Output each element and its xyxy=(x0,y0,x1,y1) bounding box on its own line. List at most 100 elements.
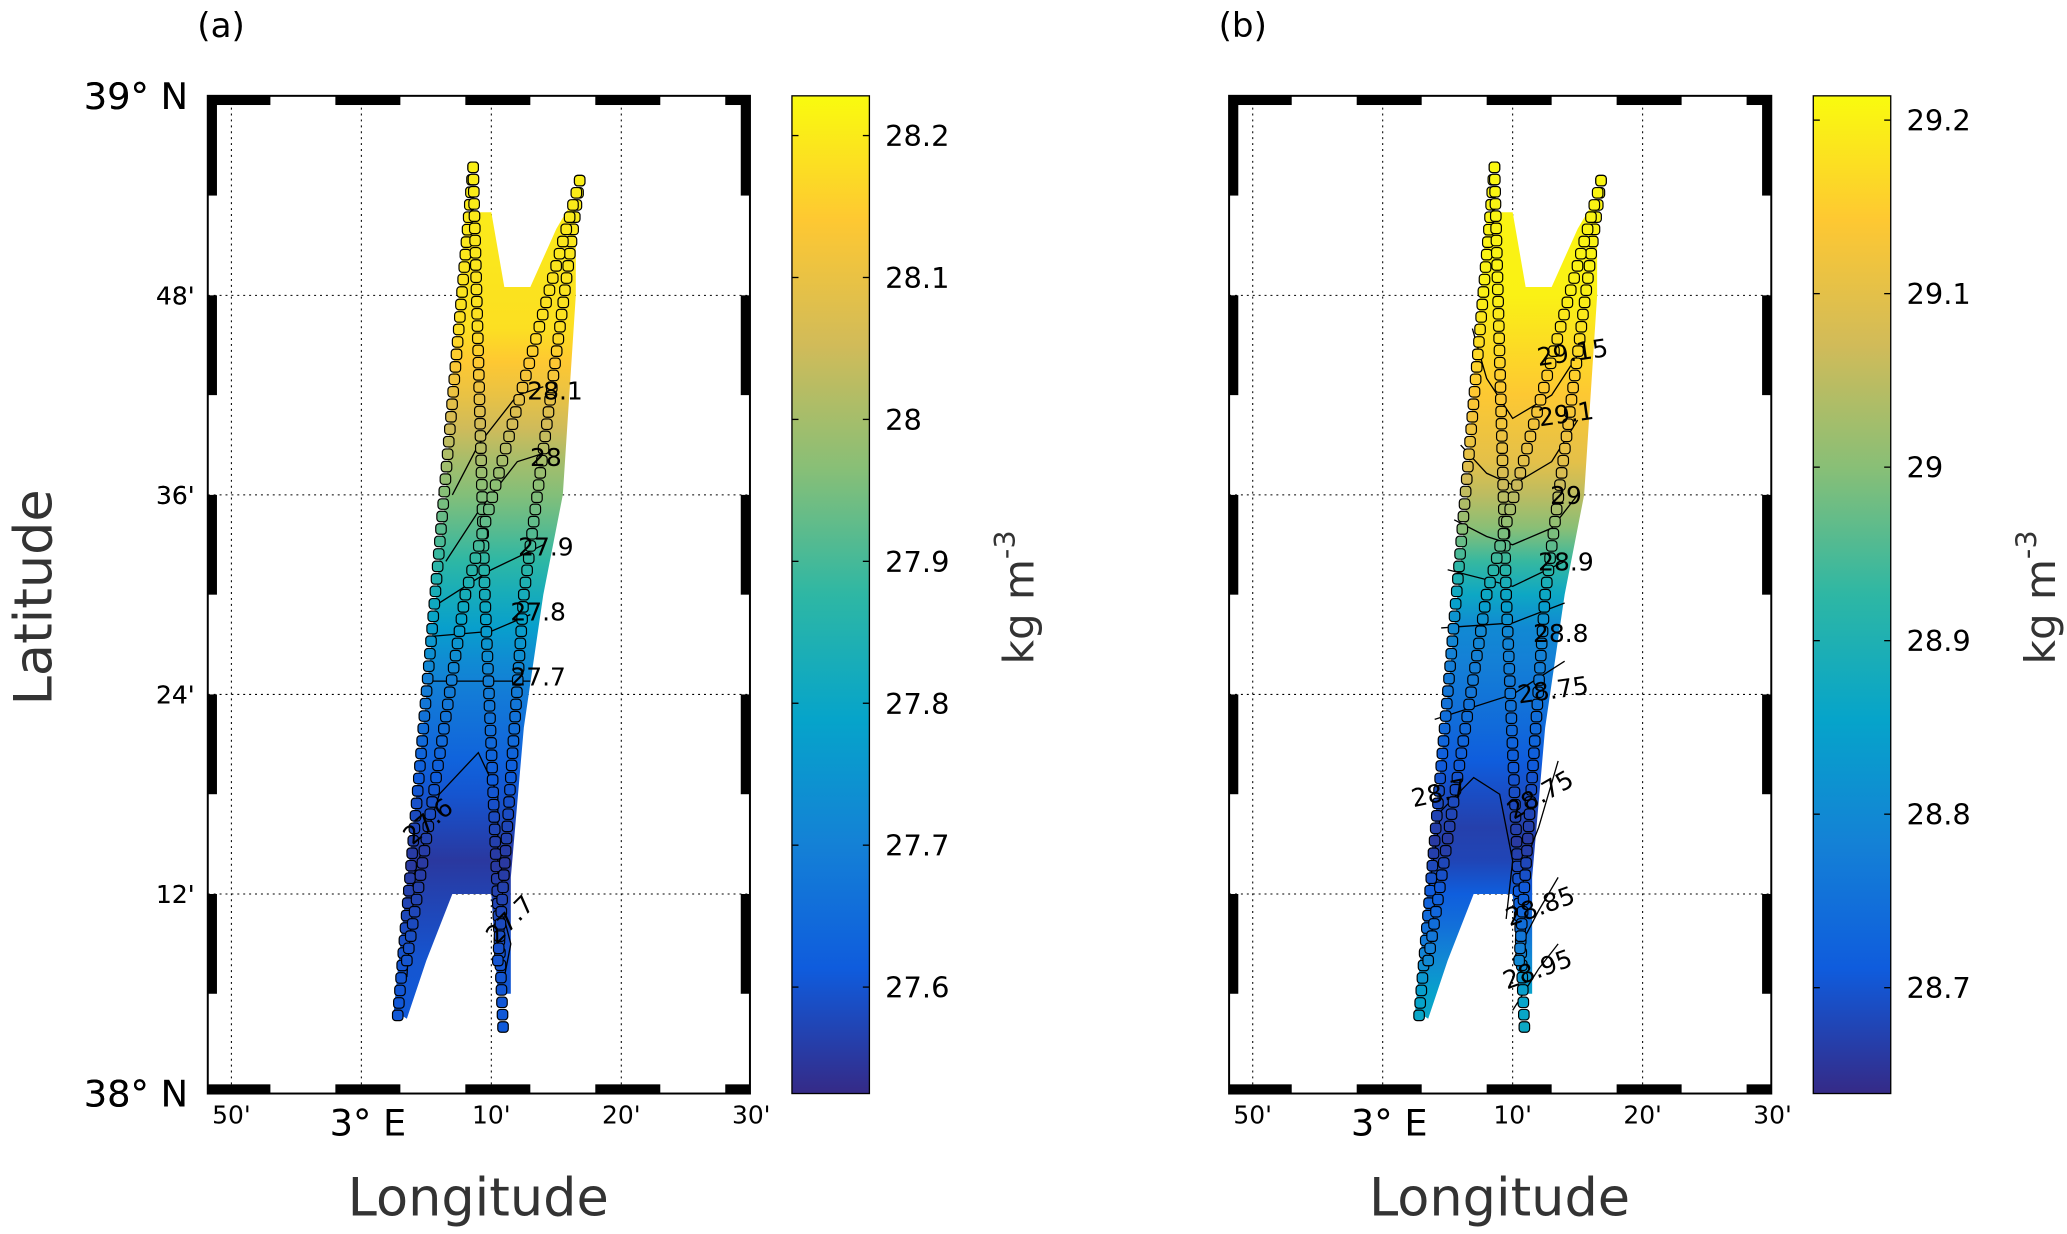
track-marker xyxy=(486,761,498,774)
frame-segment xyxy=(1616,95,1682,106)
track-marker xyxy=(1462,460,1474,473)
frame-segment xyxy=(1229,694,1239,795)
track-marker xyxy=(539,430,552,443)
track-marker xyxy=(1544,552,1556,564)
track-marker xyxy=(457,273,469,286)
lon-tick-label: 50' xyxy=(1233,1101,1272,1130)
track-marker xyxy=(496,893,508,906)
track-marker xyxy=(530,333,542,345)
track-marker xyxy=(1539,588,1551,601)
track-marker xyxy=(1531,406,1543,418)
track-marker xyxy=(445,410,457,423)
track-marker xyxy=(483,503,495,516)
track-marker xyxy=(557,296,570,309)
track-marker xyxy=(1517,454,1530,467)
track-marker xyxy=(1428,918,1440,930)
colorbar xyxy=(791,95,871,1095)
track-marker xyxy=(470,271,482,284)
track-marker xyxy=(1503,675,1516,687)
track-marker xyxy=(1502,650,1515,663)
track-marker xyxy=(531,491,543,504)
track-marker xyxy=(432,548,445,560)
track-marker xyxy=(1506,737,1519,749)
track-marker xyxy=(1437,857,1450,869)
track-marker xyxy=(1564,284,1577,297)
track-marker xyxy=(1554,479,1566,491)
track-marker xyxy=(1473,637,1485,650)
track-marker xyxy=(1508,774,1520,786)
track-marker xyxy=(481,650,494,663)
track-marker xyxy=(401,954,413,967)
track-marker xyxy=(1578,235,1591,248)
track-marker xyxy=(1500,601,1513,613)
track-marker xyxy=(1455,747,1468,760)
track-marker xyxy=(553,247,566,260)
track-marker xyxy=(1490,222,1502,235)
track-marker xyxy=(426,622,438,635)
frame-segment xyxy=(740,494,750,595)
track-marker xyxy=(1581,223,1594,236)
track-marker xyxy=(450,348,463,361)
track-marker xyxy=(549,357,561,370)
frame-segment xyxy=(1229,1084,1292,1094)
track-marker xyxy=(1468,385,1481,398)
track-marker xyxy=(458,261,471,273)
track-marker xyxy=(1528,747,1540,760)
frame-segment xyxy=(207,494,217,595)
track-marker xyxy=(488,811,501,823)
track-marker xyxy=(1450,585,1463,598)
track-marker xyxy=(1489,185,1501,198)
contour-label: 28.8 xyxy=(1533,619,1589,648)
colorbar-unit-exponent: -3 xyxy=(988,530,1022,559)
track-marker xyxy=(447,661,460,674)
track-marker xyxy=(1575,247,1587,260)
track-marker xyxy=(414,869,427,881)
track-marker xyxy=(503,430,515,443)
track-marker xyxy=(418,710,431,722)
track-marker xyxy=(504,771,517,784)
track-marker xyxy=(498,869,510,881)
track-marker xyxy=(441,448,454,460)
track-marker xyxy=(562,260,575,272)
track-marker xyxy=(1490,234,1503,247)
track-marker xyxy=(494,918,507,930)
track-marker xyxy=(434,535,446,548)
glider-track xyxy=(491,174,586,967)
track-marker xyxy=(554,320,566,333)
track-marker xyxy=(1509,811,1522,823)
track-marker xyxy=(492,942,505,955)
track-marker xyxy=(1427,847,1440,860)
track-marker xyxy=(449,361,462,373)
track-marker xyxy=(1494,381,1507,393)
track-marker xyxy=(543,284,556,297)
track-marker xyxy=(469,552,482,564)
track-marker xyxy=(497,881,509,894)
track-marker xyxy=(502,808,515,821)
track-marker xyxy=(546,272,559,284)
track-marker xyxy=(1548,345,1560,357)
colorbar-tick-label: 28.1 xyxy=(885,261,949,295)
track-marker xyxy=(533,320,546,333)
track-marker xyxy=(1591,186,1604,199)
track-marker xyxy=(475,466,488,479)
lon-tick-label: 3° E xyxy=(330,1102,407,1145)
track-marker xyxy=(442,435,455,448)
track-marker xyxy=(1469,661,1481,674)
track-marker xyxy=(1522,820,1535,833)
track-marker xyxy=(1467,398,1480,411)
colorbar-tick-label: 27.6 xyxy=(885,971,949,1005)
track-marker xyxy=(1465,423,1478,436)
track-marker xyxy=(414,760,426,772)
track-marker xyxy=(430,573,443,585)
contour-line xyxy=(1453,494,1579,546)
glider-track xyxy=(401,174,586,967)
track-marker xyxy=(1524,430,1537,443)
track-marker xyxy=(1501,613,1514,626)
track-marker xyxy=(563,247,576,260)
lat-tick-label: 36' xyxy=(156,481,195,510)
track-marker xyxy=(1433,785,1445,797)
lon-tick-label: 30' xyxy=(1753,1101,1792,1130)
track-marker xyxy=(1568,369,1581,382)
track-marker xyxy=(1496,454,1509,467)
track-marker xyxy=(425,635,437,648)
